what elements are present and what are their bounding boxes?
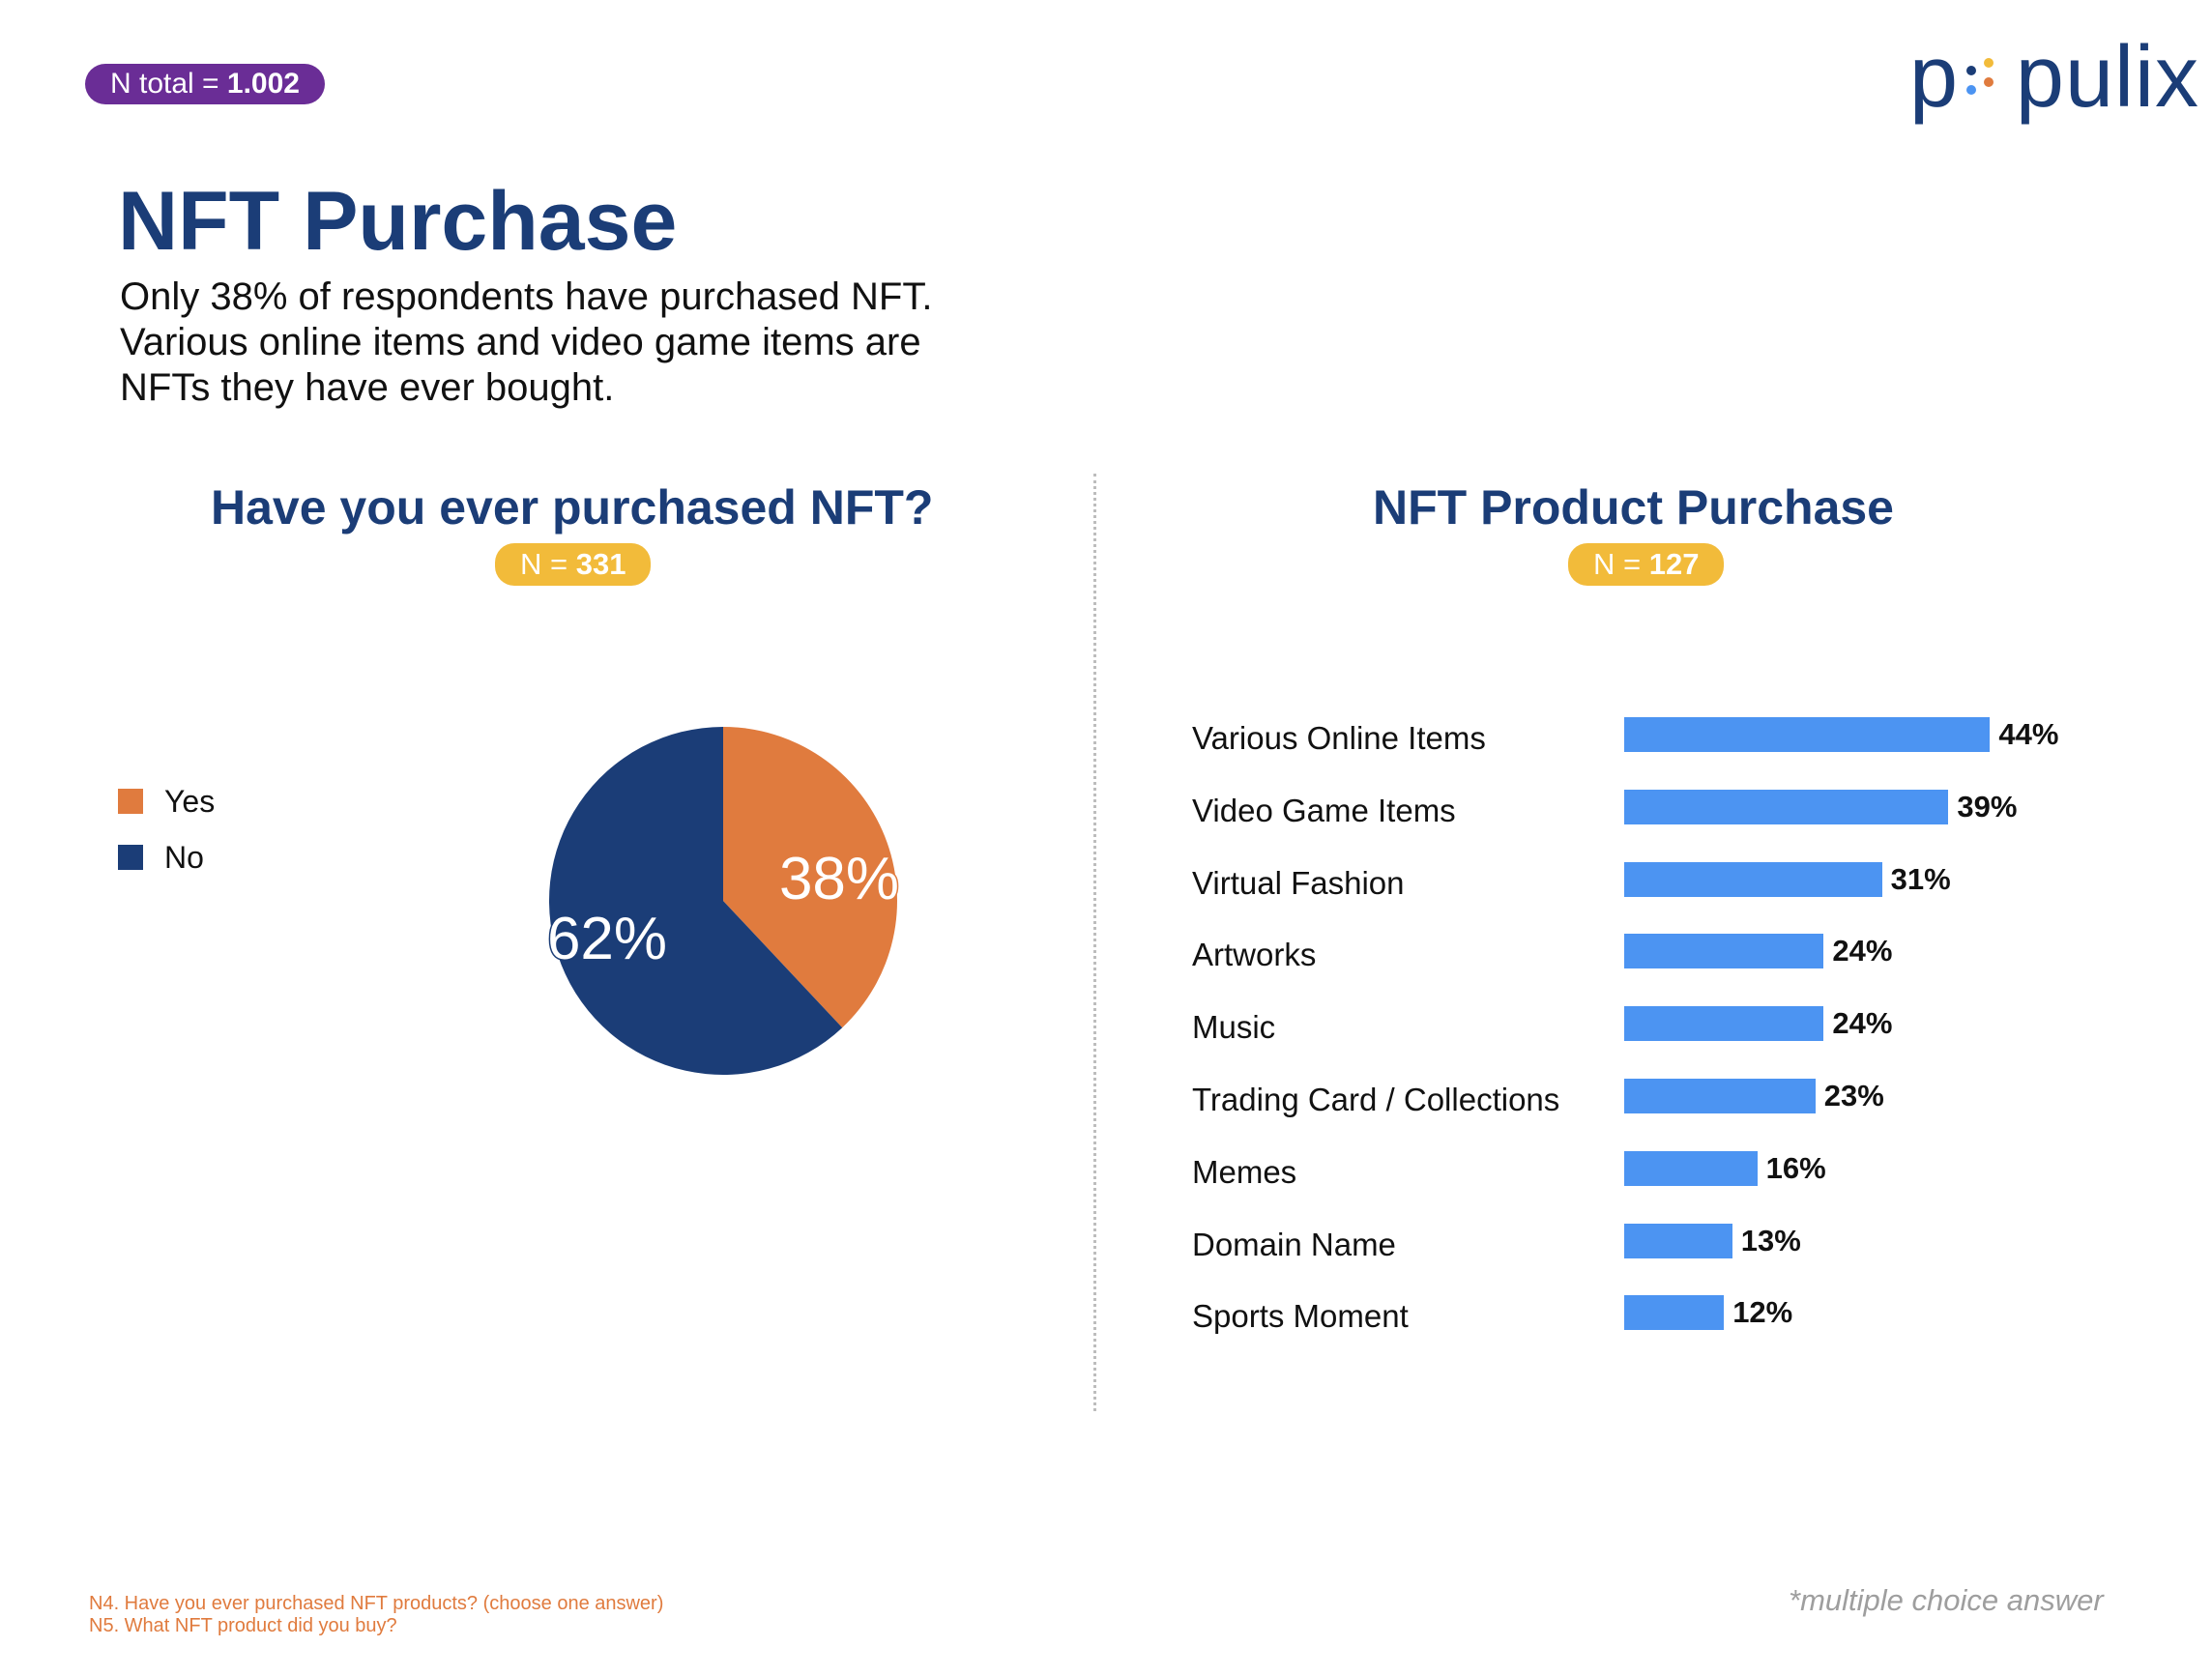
- bar-value-label: 23%: [1823, 1079, 1884, 1113]
- pie-slice-no: [549, 727, 843, 1075]
- legend-swatch-yes: [118, 789, 143, 814]
- subtitle-line: Only 38% of respondents have purchased N…: [120, 275, 933, 318]
- page-title: NFT Purchase: [118, 175, 678, 268]
- bar-value-label: 16%: [1765, 1150, 1826, 1185]
- bar-n-label: N =: [1593, 547, 1649, 581]
- total-sample-badge: N total = 1.002: [85, 64, 325, 104]
- bar-sample-badge: N = 127: [1568, 543, 1725, 586]
- legend-label-yes: Yes: [164, 783, 216, 819]
- bar-chart-title: NFT Product Purchase: [1373, 480, 1894, 535]
- bar-category-label: Domain Name: [1192, 1226, 1396, 1262]
- bar-mark: [1624, 1295, 1725, 1331]
- legend-item-no: No: [118, 829, 215, 885]
- bar-mark: [1624, 861, 1882, 897]
- pie-n-value: 331: [575, 547, 626, 581]
- populix-logo: p pulix: [1909, 29, 2199, 126]
- pie-n-label: N =: [520, 547, 576, 581]
- multiple-choice-note: *multiple choice answer: [1789, 1583, 2104, 1617]
- bar-value-label: 39%: [1957, 789, 2018, 824]
- bar-category-label: Sports Moment: [1192, 1298, 1409, 1335]
- section-divider: [1093, 474, 1096, 1411]
- footnote-line: N5. What NFT product did you buy?: [89, 1615, 397, 1636]
- bar-value-label: 24%: [1832, 934, 1893, 968]
- bar-mark: [1624, 934, 1824, 969]
- bar-value-label: 24%: [1832, 1006, 1893, 1041]
- pie-sample-badge: N = 331: [495, 543, 652, 586]
- bar-category-label: Music: [1192, 1009, 1276, 1046]
- pie-chart: 38% 62%: [545, 727, 901, 1075]
- bar-n-value: 127: [1648, 547, 1700, 581]
- bar-mark: [1624, 1079, 1816, 1113]
- bar-mark: [1624, 789, 1949, 824]
- pie-chart-title: Have you ever purchased NFT?: [211, 480, 934, 535]
- bar-value-label: 13%: [1740, 1223, 1801, 1257]
- bar-value-label: 12%: [1732, 1295, 1793, 1330]
- bar-mark: [1624, 717, 1991, 752]
- bar-mark: [1624, 1150, 1758, 1186]
- logo-left: p: [1909, 28, 1960, 126]
- pie-slice-yes: [723, 727, 897, 1028]
- legend-label-no: No: [164, 839, 204, 875]
- bar-value-label: 44%: [1998, 717, 2059, 751]
- bar-category-label: Artworks: [1192, 937, 1317, 973]
- footnote-line: N4. Have you ever purchased NFT products…: [89, 1593, 664, 1614]
- bar-mark: [1624, 1006, 1824, 1042]
- bar-category-label: Trading Card / Collections: [1192, 1082, 1560, 1117]
- legend-item-yes: Yes: [118, 773, 215, 829]
- bar-value-label: 31%: [1890, 861, 1951, 896]
- bar-category-label: Virtual Fashion: [1192, 864, 1405, 901]
- subtitle-line: NFTs they have ever bought.: [120, 366, 615, 409]
- footnotes: N4. Have you ever purchased NFT products…: [89, 1593, 663, 1637]
- page-subtitle: Only 38% of respondents have purchased N…: [120, 275, 1183, 411]
- total-badge-label: N total =: [110, 68, 227, 100]
- bar-category-label: Various Online Items: [1192, 720, 1486, 756]
- subtitle-line: Various online items and video game item…: [120, 321, 921, 363]
- bar-mark: [1624, 1223, 1732, 1258]
- legend-swatch-no: [118, 845, 143, 870]
- total-badge-value: 1.002: [226, 68, 300, 100]
- bar-category-label: Video Game Items: [1192, 792, 1456, 828]
- logo-dots-icon: [1963, 48, 2012, 106]
- bar-category-label: Memes: [1192, 1153, 1297, 1190]
- pie-legend: Yes No: [118, 773, 215, 885]
- logo-right: pulix: [2015, 28, 2199, 126]
- pie-data-label-yes: 38%: [779, 846, 899, 912]
- pie-data-label-no: 62%: [547, 906, 667, 972]
